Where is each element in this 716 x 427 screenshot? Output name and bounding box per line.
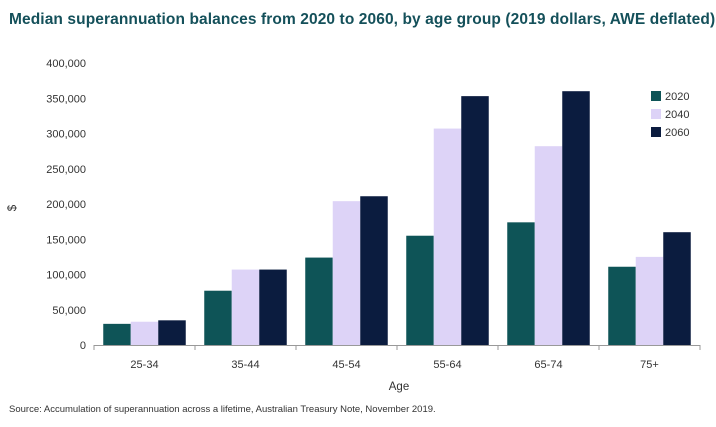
legend: 2020 2040 2060	[651, 91, 689, 139]
x-tick-label: 25-34	[130, 359, 158, 371]
x-tick-label: 65-74	[534, 359, 562, 371]
bar-2020-65-74	[507, 222, 535, 345]
legend-label-2060: 2060	[665, 127, 689, 139]
legend-swatch-2020	[651, 91, 661, 101]
y-tick-label: 250,000	[46, 164, 86, 176]
bar-2040-25-34	[130, 321, 159, 345]
x-tick-label: 75+	[640, 359, 659, 371]
bar-2040-35-44	[231, 269, 260, 345]
bar-2060-55-64	[461, 96, 489, 345]
bar-2020-75+	[608, 266, 636, 345]
bar-2020-25-34	[103, 323, 131, 345]
y-tick-label: 400,000	[46, 58, 86, 70]
x-axis-ticks: 25-34 35-44 45-54 55-64 65-74 75+	[93, 345, 701, 371]
y-tick-label: 350,000	[46, 93, 86, 105]
bar-2060-65-74	[562, 91, 590, 345]
bar-chart: 0 50,000 100,000 150,000 200,000 250,000 300,0…	[7, 58, 701, 393]
bar-2060-75+	[663, 232, 691, 345]
y-tick-label: 0	[80, 340, 86, 352]
bar-2020-55-64	[406, 235, 434, 345]
legend-swatch-2060	[651, 127, 661, 137]
x-tick-label: 45-54	[332, 359, 360, 371]
bar-2040-45-54	[332, 201, 361, 345]
y-tick-label: 200,000	[46, 199, 86, 211]
y-tick-label: 50,000	[52, 305, 86, 317]
legend-label-2020: 2020	[665, 91, 689, 103]
bar-2060-35-44	[259, 269, 287, 345]
bar-2060-25-34	[158, 320, 186, 345]
chart-title: Median superannuation balances from 2020…	[9, 11, 716, 28]
bar-2040-75+	[635, 256, 664, 345]
y-axis-label: $	[7, 204, 19, 211]
legend-swatch-2040	[651, 109, 661, 119]
y-axis-ticks: 0 50,000 100,000 150,000 200,000 250,000 300,0…	[46, 58, 86, 352]
bar-2020-35-44	[204, 290, 232, 345]
bar-2020-45-54	[305, 257, 333, 345]
x-tick-label: 35-44	[231, 359, 259, 371]
bar-2040-55-64	[433, 128, 462, 345]
bars	[103, 91, 691, 345]
bar-2040-65-74	[534, 146, 563, 345]
y-tick-label: 300,000	[46, 129, 86, 141]
bar-2060-45-54	[360, 196, 388, 345]
y-tick-label: 100,000	[46, 270, 86, 282]
x-tick-label: 55-64	[433, 359, 461, 371]
legend-label-2040: 2040	[665, 109, 689, 121]
x-axis-label: Age	[389, 381, 409, 393]
y-tick-label: 150,000	[46, 234, 86, 246]
source-note: Source: Accumulation of superannuation a…	[9, 404, 436, 415]
